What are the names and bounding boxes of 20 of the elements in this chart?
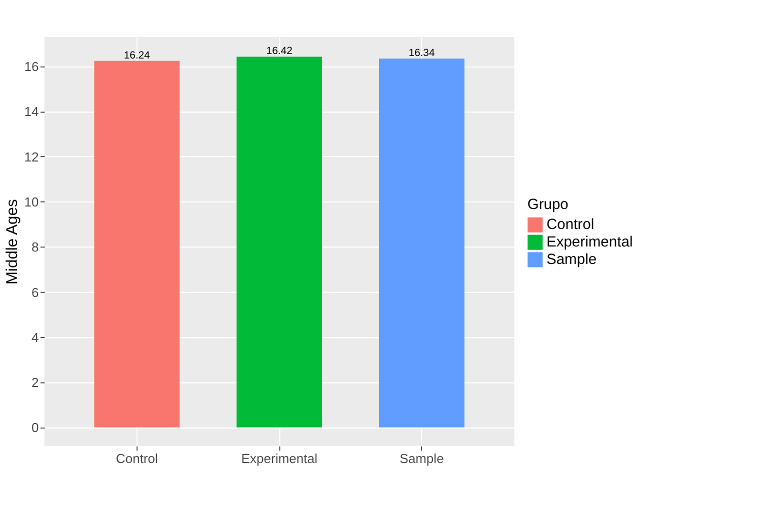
y-tick-label: 4 — [31, 330, 39, 345]
x-tick-label: Sample — [400, 450, 444, 466]
data-label: 16.24 — [124, 50, 150, 62]
y-axis-title: Middle Ages — [4, 199, 22, 285]
legend-label: Sample — [546, 252, 597, 268]
legend-label: Experimental — [546, 234, 633, 251]
x-tick-label: Control — [116, 450, 158, 466]
y-tick-label: 8 — [31, 240, 39, 255]
y-tick-label: 16 — [24, 59, 39, 74]
y-tick-label: 0 — [31, 420, 39, 436]
y-tick-label: 12 — [24, 149, 39, 164]
y-tick-label: 14 — [24, 104, 39, 120]
x-tick-label: Experimental — [241, 450, 318, 466]
legend-label: Control — [546, 217, 594, 234]
y-tick-label: 2 — [31, 375, 39, 390]
data-label: 16.34 — [408, 48, 435, 59]
data-label: 16.42 — [266, 46, 293, 58]
y-tick-label: 10 — [24, 194, 39, 210]
y-tick-label: 6 — [31, 284, 39, 300]
legend-title: Grupo — [527, 197, 568, 214]
